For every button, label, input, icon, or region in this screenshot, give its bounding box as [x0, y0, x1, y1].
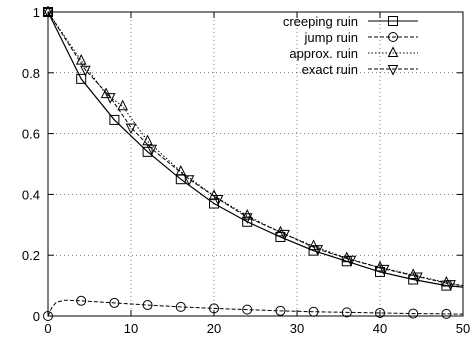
data-point-3	[378, 264, 390, 276]
legend-entry-0: creeping ruin	[283, 14, 418, 29]
legend-label: jump ruin	[304, 30, 358, 45]
data-point-3	[183, 175, 195, 186]
series-line-0	[47, 11, 464, 288]
data-point-3	[412, 272, 423, 284]
data-point-2	[117, 99, 129, 111]
data-point-1	[275, 305, 286, 316]
series-2	[42, 5, 464, 287]
legend-entry-3: exact ruin	[302, 62, 418, 77]
data-point-2	[100, 87, 112, 99]
legend-marker	[387, 46, 399, 57]
data-point-3	[445, 280, 456, 291]
data-point-3	[80, 65, 91, 77]
y-tick-label: 0.6	[22, 127, 40, 142]
data-point-2	[175, 164, 187, 176]
data-point-2	[374, 260, 386, 272]
legend-marker	[387, 65, 399, 76]
data-point-3	[104, 93, 116, 104]
x-tick-label: 40	[373, 321, 387, 336]
data-point-2	[142, 134, 153, 146]
data-point-1	[76, 295, 87, 306]
data-point-3	[312, 245, 324, 256]
data-point-3	[345, 255, 357, 267]
data-point-1	[375, 307, 385, 318]
series-1	[43, 295, 464, 321]
x-tick-label: 30	[290, 321, 304, 336]
x-tick-label: 50	[456, 321, 470, 336]
data-point-2	[341, 251, 353, 263]
data-point-2	[241, 209, 253, 220]
series-line-3	[47, 11, 464, 287]
x-tick-label: 0	[44, 321, 51, 336]
legend-label: creeping ruin	[283, 14, 358, 29]
legend-label: approx. ruin	[289, 46, 358, 61]
data-point-1	[109, 297, 120, 308]
x-tick-label: 10	[124, 321, 138, 336]
series-layer	[42, 5, 464, 321]
data-point-0	[76, 73, 87, 84]
legend-entry-1: jump ruin	[304, 30, 418, 45]
data-point-3	[241, 213, 253, 224]
y-tick-label: 0.8	[22, 66, 40, 81]
data-point-3	[42, 8, 54, 19]
legend-marker	[388, 32, 398, 42]
series-0	[43, 7, 464, 291]
series-line-1	[47, 299, 464, 317]
x-tick-label: 20	[207, 321, 221, 336]
data-point-1	[242, 304, 253, 315]
data-point-1	[408, 308, 419, 319]
data-point-3	[279, 229, 290, 241]
legend-label: exact ruin	[302, 62, 358, 77]
data-point-2	[275, 225, 286, 237]
data-point-1	[441, 308, 452, 319]
y-tick-label: 0.2	[22, 248, 40, 263]
data-point-2	[407, 268, 419, 279]
legend-entry-2: approx. ruin	[289, 46, 418, 61]
data-point-2	[308, 239, 319, 251]
data-point-3	[146, 144, 158, 156]
data-point-0	[142, 146, 153, 157]
data-point-0	[109, 114, 120, 125]
series-3	[42, 8, 464, 291]
plot-frame	[47, 11, 464, 317]
data-point-3	[212, 194, 224, 206]
data-point-1	[341, 307, 352, 318]
data-point-2	[441, 275, 452, 287]
grid	[48, 12, 463, 316]
legend-marker	[388, 16, 398, 26]
y-tick-label: 1	[33, 5, 40, 20]
data-point-1	[142, 300, 153, 311]
data-point-1	[175, 301, 186, 312]
y-tick-label: 0	[33, 309, 40, 324]
axis-ticks: 0 10 20 30 40 50 0 0.2 0.4 0.6 0.8 1	[22, 5, 470, 336]
y-tick-label: 0.4	[22, 187, 40, 202]
data-point-3	[125, 123, 137, 135]
